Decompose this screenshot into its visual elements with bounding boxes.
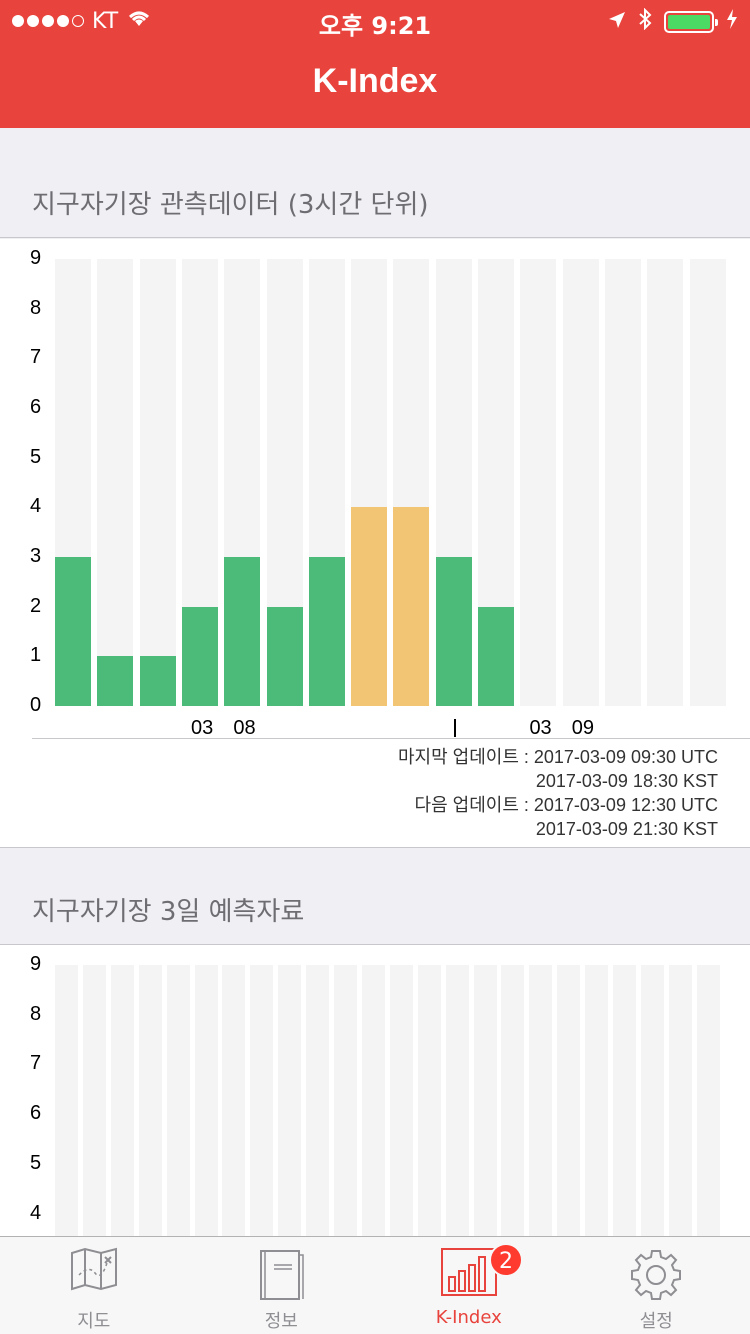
x-axis-tick-label: 09 <box>571 717 594 739</box>
bar-background <box>278 965 302 1245</box>
bar-background <box>613 965 636 1245</box>
y-axis-tick-label: 2 <box>30 594 42 617</box>
gear-icon <box>628 1247 684 1308</box>
bar-background <box>389 965 413 1245</box>
kp-bar <box>435 557 472 706</box>
kp-bar <box>97 656 134 706</box>
bar-background <box>417 965 441 1245</box>
bar-background <box>55 965 78 1245</box>
bar-background <box>97 259 134 706</box>
x-axis-tick-label: 08 <box>233 717 256 739</box>
y-axis-tick-label: 7 <box>30 1052 42 1075</box>
y-axis-tick-label: 8 <box>30 1002 42 1025</box>
bar-background <box>529 965 553 1245</box>
observation-section-title: 지구자기장 관측데이터 (3시간 단위) <box>32 190 429 220</box>
kp-bar <box>308 557 345 706</box>
kp-bar <box>139 656 176 706</box>
bar-background <box>139 259 176 706</box>
navigation-header: KT 오후 9:21 K-Index <box>0 0 750 128</box>
y-axis-tick-label: 0 <box>30 694 42 716</box>
y-axis-tick-label: 9 <box>30 953 42 975</box>
kp-bar <box>351 507 388 706</box>
bar-background <box>696 965 720 1245</box>
bar-background <box>585 965 609 1245</box>
observation-section-header: 지구자기장 관측데이터 (3시간 단위) <box>0 128 750 238</box>
bar-background <box>222 965 246 1245</box>
bar-background <box>166 965 190 1245</box>
bar-background <box>473 965 497 1245</box>
y-axis-tick-label: 6 <box>30 1102 42 1125</box>
bar-background <box>82 965 106 1245</box>
bar-background <box>647 259 684 706</box>
bar-background <box>250 965 274 1245</box>
forecast-chart-card: 9 8 7 6 5 4 <box>0 945 750 1245</box>
last-update-utc: 마지막 업데이트 : 2017-03-09 09:30 UTC <box>397 747 718 767</box>
y-axis-tick-label: 8 <box>30 296 42 319</box>
kp-bar <box>55 557 91 706</box>
bar-background <box>361 965 385 1245</box>
kp-bar <box>478 606 514 706</box>
observation-chart-card: 마지막 업데이트 : 2017-03-09 09:30 UTC 2017-03-… <box>0 239 750 848</box>
bar-background <box>557 965 581 1245</box>
y-axis-tick-label: 4 <box>30 1201 42 1224</box>
x-axis-line <box>32 738 750 739</box>
bar-background <box>194 965 218 1245</box>
bar-background <box>668 965 692 1245</box>
bar-background <box>334 965 357 1245</box>
tab-settings-label: 설정 <box>639 1311 673 1332</box>
tab-map-label: 지도 <box>77 1311 111 1332</box>
x-axis-tick-label: 03 <box>191 717 214 739</box>
notification-badge: 2 <box>489 1243 523 1277</box>
kp-bar <box>181 606 218 706</box>
page-title: K-Index <box>312 62 438 100</box>
tab-bar: 지도 정보 2 K-Index <box>0 1236 750 1334</box>
battery-icon <box>664 11 718 33</box>
current-time-marker <box>453 719 456 737</box>
next-update-kst: 2017-03-09 21:30 KST <box>535 819 718 839</box>
tab-info-label: 정보 <box>264 1311 298 1332</box>
charging-icon <box>726 9 738 35</box>
map-icon <box>69 1247 119 1296</box>
y-axis-tick-label: 7 <box>30 346 42 369</box>
bar-background <box>689 259 726 706</box>
tab-kindex-label: K-Index <box>435 1307 502 1328</box>
tab-settings[interactable]: 설정 <box>563 1237 750 1334</box>
forecast-section-header: 지구자기장 3일 예측자료 <box>0 849 750 945</box>
bluetooth-icon <box>638 7 652 36</box>
forecast-section-title: 지구자기장 3일 예측자료 <box>32 897 305 927</box>
y-axis-tick-label: 5 <box>30 1151 42 1174</box>
update-info: 마지막 업데이트 : 2017-03-09 09:30 UTC 2017-03-… <box>398 745 718 841</box>
bar-background <box>110 965 134 1245</box>
status-bar: KT 오후 9:21 <box>0 0 750 40</box>
book-icon <box>256 1247 306 1306</box>
tab-kindex[interactable]: 2 K-Index <box>375 1237 563 1334</box>
kp-bar <box>224 557 261 706</box>
x-axis-tick-label: 03 <box>529 717 552 739</box>
signal-strength-icon <box>12 15 84 27</box>
y-axis-tick-label: 9 <box>30 247 42 269</box>
next-update-utc: 다음 업데이트 : 2017-03-09 12:30 UTC <box>414 795 718 815</box>
y-axis-tick-label: 6 <box>30 396 42 418</box>
kp-bar <box>393 507 430 706</box>
bar-background <box>604 259 641 706</box>
bar-background <box>306 965 330 1245</box>
kp-bar <box>266 606 303 706</box>
bar-background <box>501 965 525 1245</box>
last-update-kst: 2017-03-09 18:30 KST <box>535 771 718 791</box>
bar-background <box>640 965 664 1245</box>
y-axis-tick-label: 3 <box>30 545 42 567</box>
bar-background <box>562 259 599 706</box>
carrier-label: KT <box>92 8 119 34</box>
bar-background <box>138 965 162 1245</box>
y-axis-tick-label: 4 <box>30 495 42 518</box>
bar-background <box>520 259 557 706</box>
location-arrow-icon <box>608 10 626 35</box>
tab-info[interactable]: 정보 <box>188 1237 376 1334</box>
y-axis-tick-label: 1 <box>30 644 42 667</box>
status-time: 오후 9:21 <box>318 12 432 40</box>
wifi-icon <box>126 8 152 34</box>
y-axis-tick-label: 5 <box>30 445 42 468</box>
tab-map[interactable]: 지도 <box>0 1237 188 1334</box>
bar-background <box>445 965 469 1245</box>
